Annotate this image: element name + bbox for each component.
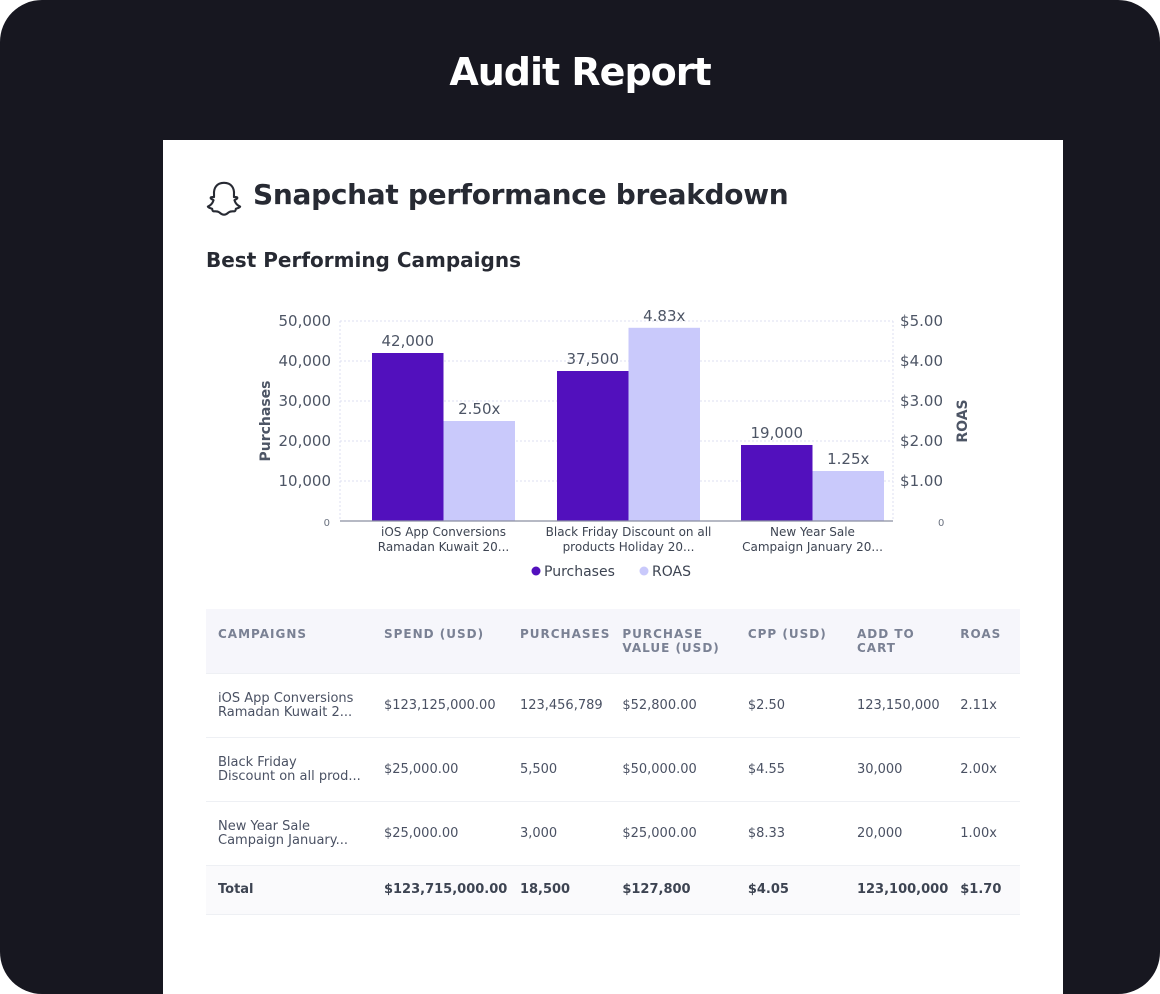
y-tick-left: 30,000 [279, 392, 332, 410]
x-tick-label: Ramadan Kuwait 20... [378, 540, 509, 554]
cell-campaign: Black Friday Discount on all prod... [206, 737, 372, 802]
column-header-cpp[interactable]: CPP (USD) [735, 609, 845, 674]
column-header-spend[interactable]: Spend (USD) [371, 609, 508, 674]
table-row[interactable]: Black Friday Discount on all prod... $25,0… [206, 737, 1020, 802]
cell-add-to-cart: 123,150,000 [844, 673, 949, 738]
roas-bar [443, 421, 515, 521]
cell-campaign: New Year Sale Campaign January... [206, 801, 372, 866]
cell-purchase-value: $50,000.00 [610, 737, 736, 802]
y-tick-right: $1.00 [900, 472, 943, 490]
total-cell-cpp: $4.05 [735, 865, 845, 915]
snapchat-ghost-icon [206, 181, 242, 216]
cell-spend: $25,000.00 [371, 801, 508, 866]
total-cell-add-to-cart: 123,100,000 [844, 865, 949, 915]
y-tick-right: $5.00 [900, 312, 943, 330]
y-tick-right: $3.00 [900, 392, 943, 410]
table-row[interactable]: New Year Sale Campaign January... $25,000.… [206, 801, 1020, 866]
table-total-row: Total $123,715,000.00 18,500 $127,800 $4.05 1… [206, 865, 1020, 915]
roas-bar [812, 471, 884, 521]
cell-cpp: $8.33 [735, 801, 845, 866]
purchases-data-label: 19,000 [751, 424, 804, 442]
table-row[interactable]: iOS App Conversions Ramadan Kuwait 2... $1… [206, 673, 1020, 738]
y-tick-left: 50,000 [279, 312, 332, 330]
column-header-add-to-cart[interactable]: Add to Cart [844, 609, 949, 674]
purchases-bar [741, 445, 813, 521]
y-tick-right: $4.00 [900, 352, 943, 370]
cell-spend: $123,125,000.00 [371, 673, 508, 738]
y-tick-left: 20,000 [279, 432, 332, 450]
y-tick-left: 10,000 [279, 472, 332, 490]
column-header-purchase-value[interactable]: Purchase Value (USD) [610, 609, 736, 674]
cell-purchase-value: $52,800.00 [610, 673, 736, 738]
y-tick-left: 40,000 [279, 352, 332, 370]
purchases-data-label: 37,500 [567, 350, 620, 368]
column-header-roas[interactable]: ROAS [948, 609, 1020, 674]
cell-spend: $25,000.00 [371, 737, 508, 802]
cell-add-to-cart: 30,000 [844, 737, 949, 802]
report-card: Snapchat performance breakdown Best Perf… [163, 140, 1063, 994]
x-tick-label: products Holiday 20... [563, 540, 695, 554]
cell-purchases: 5,500 [507, 737, 611, 802]
legend-purchases-label: Purchases [544, 564, 615, 580]
total-cell-spend: $123,715,000.00 [371, 865, 508, 915]
column-header-campaign[interactable]: Campaigns [206, 609, 372, 674]
y-tick-left: 0 [324, 518, 330, 529]
x-tick-label: New Year Sale [770, 525, 855, 539]
cell-add-to-cart: 20,000 [844, 801, 949, 866]
purchases-bar [557, 371, 629, 521]
cell-purchases: 3,000 [507, 801, 611, 866]
chart-title: Best Performing Campaigns [206, 248, 521, 272]
cell-campaign: iOS App Conversions Ramadan Kuwait 2... [206, 673, 372, 738]
campaigns-table: Campaigns Spend (USD) Purchases Purchase Val… [206, 609, 1020, 915]
column-header-purchases[interactable]: Purchases [507, 609, 611, 674]
purchases-data-label: 42,000 [382, 332, 435, 350]
roas-bar [628, 327, 700, 521]
cell-cpp: $2.50 [735, 673, 845, 738]
purchases-bar [372, 353, 444, 521]
y-axis-label-left: Purchases [258, 380, 274, 461]
total-cell-purchases: 18,500 [507, 865, 611, 915]
y-tick-right: $2.00 [900, 432, 943, 450]
roas-data-label: 1.25x [827, 450, 869, 468]
cell-cpp: $4.55 [735, 737, 845, 802]
x-tick-label: Black Friday Discount on all [546, 525, 712, 539]
x-tick-label: iOS App Conversions [381, 525, 506, 539]
total-cell-purchase-value: $127,800 [610, 865, 736, 915]
legend-roas-label: ROAS [652, 564, 691, 580]
cell-purchases: 123,456,789 [507, 673, 611, 738]
y-axis-label-right: ROAS [955, 399, 971, 442]
total-cell-label: Total [206, 865, 372, 915]
cell-purchase-value: $25,000.00 [610, 801, 736, 866]
legend-purchases-swatch [531, 566, 541, 576]
total-cell-roas: $1.70 [948, 865, 1020, 915]
report-title: Audit Report [449, 50, 711, 94]
cell-roas: 2.11x [948, 673, 1020, 738]
roas-data-label: 4.83x [643, 307, 685, 325]
campaign-bar-chart: 0 10,000 20,000 30,000 40,000 50,000 0 $1.00 $2… [258, 307, 971, 580]
cell-roas: 1.00x [948, 801, 1020, 866]
cell-roas: 2.00x [948, 737, 1020, 802]
legend-roas-swatch [639, 566, 649, 576]
roas-data-label: 2.50x [458, 400, 500, 418]
table-header-row: Campaigns Spend (USD) Purchases Purchase Val… [206, 609, 1020, 674]
section-title: Snapchat performance breakdown [253, 178, 789, 211]
y-tick-right: 0 [938, 518, 944, 529]
x-tick-label: Campaign January 20... [742, 540, 883, 554]
